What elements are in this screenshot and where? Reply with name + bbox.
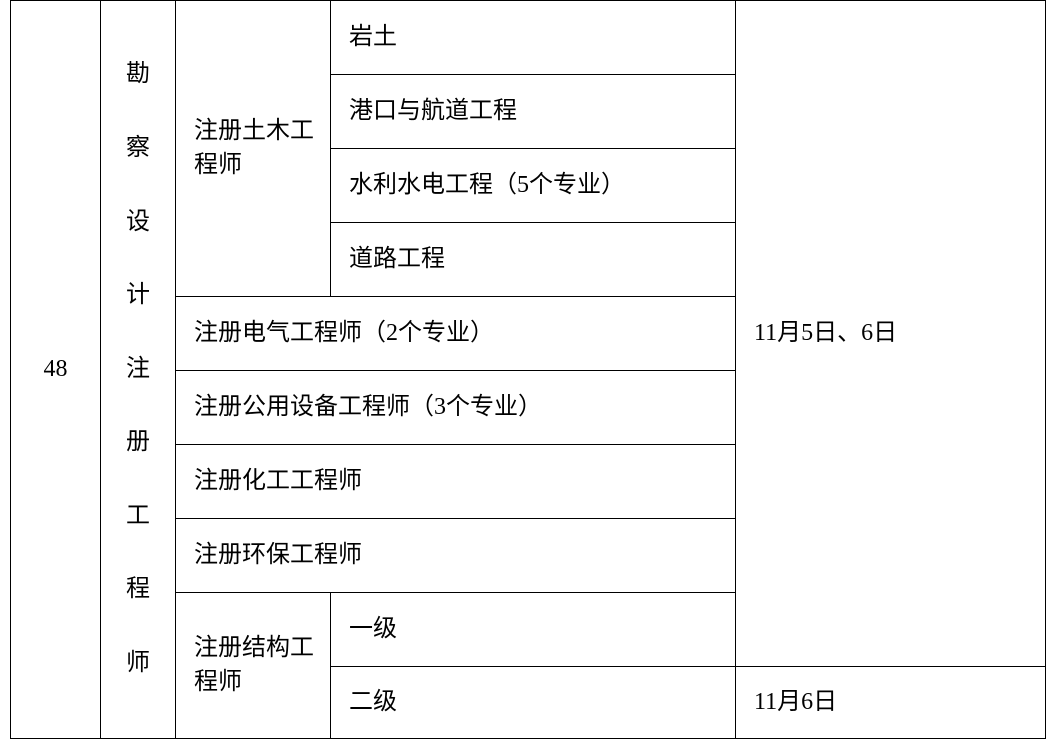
main-category-char: 程	[101, 553, 175, 627]
main-category-cell: 勘察设计注册工程师	[101, 1, 176, 739]
structural-engineer-label: 注册结构工程师	[194, 635, 314, 695]
row-number: 48	[44, 356, 68, 382]
civil-specialty-cell: 岩土	[331, 1, 736, 75]
main-category-char: 册	[101, 406, 175, 480]
civil-specialty-1: 岩土	[349, 24, 397, 50]
schedule-table: 48 勘察设计注册工程师 注册土木工程师 岩土 11月5日、6日 港口与航道工程…	[10, 0, 1046, 739]
main-category-char: 勘	[101, 38, 175, 112]
chemical-engineer-cell: 注册化工工程师	[176, 445, 736, 519]
main-category-char: 计	[101, 259, 175, 333]
main-category-char: 工	[101, 480, 175, 554]
env-engineer-label: 注册环保工程师	[194, 542, 362, 568]
date-main: 11月5日、6日	[754, 320, 897, 346]
structural-level-1: 一级	[349, 616, 397, 642]
civil-engineer-label: 注册土木工程师	[194, 118, 314, 178]
civil-specialty-2: 港口与航道工程	[349, 98, 517, 124]
civil-specialty-cell: 港口与航道工程	[331, 75, 736, 149]
utility-engineer-label: 注册公用设备工程师（3个专业）	[194, 394, 542, 420]
civil-specialty-3: 水利水电工程（5个专业）	[349, 172, 625, 198]
row-number-cell: 48	[11, 1, 101, 739]
structural-engineer-cell: 注册结构工程师	[176, 593, 331, 739]
utility-engineer-cell: 注册公用设备工程师（3个专业）	[176, 371, 736, 445]
env-engineer-cell: 注册环保工程师	[176, 519, 736, 593]
date-l2-cell: 11月6日	[736, 667, 1046, 739]
chemical-engineer-label: 注册化工工程师	[194, 468, 362, 494]
civil-engineer-cell: 注册土木工程师	[176, 1, 331, 297]
main-category-char: 察	[101, 112, 175, 186]
structural-level-2: 二级	[349, 689, 397, 715]
civil-specialty-cell: 道路工程	[331, 223, 736, 297]
date-main-cell: 11月5日、6日	[736, 1, 1046, 667]
electrical-engineer-cell: 注册电气工程师（2个专业）	[176, 297, 736, 371]
main-category-char: 设	[101, 186, 175, 260]
date-l2: 11月6日	[754, 689, 837, 715]
main-category-char: 师	[101, 627, 175, 701]
structural-level-cell: 二级	[331, 667, 736, 739]
structural-level-cell: 一级	[331, 593, 736, 667]
civil-specialty-4: 道路工程	[349, 246, 445, 272]
electrical-engineer-label: 注册电气工程师（2个专业）	[194, 320, 494, 346]
civil-specialty-cell: 水利水电工程（5个专业）	[331, 149, 736, 223]
main-category-char: 注	[101, 333, 175, 407]
